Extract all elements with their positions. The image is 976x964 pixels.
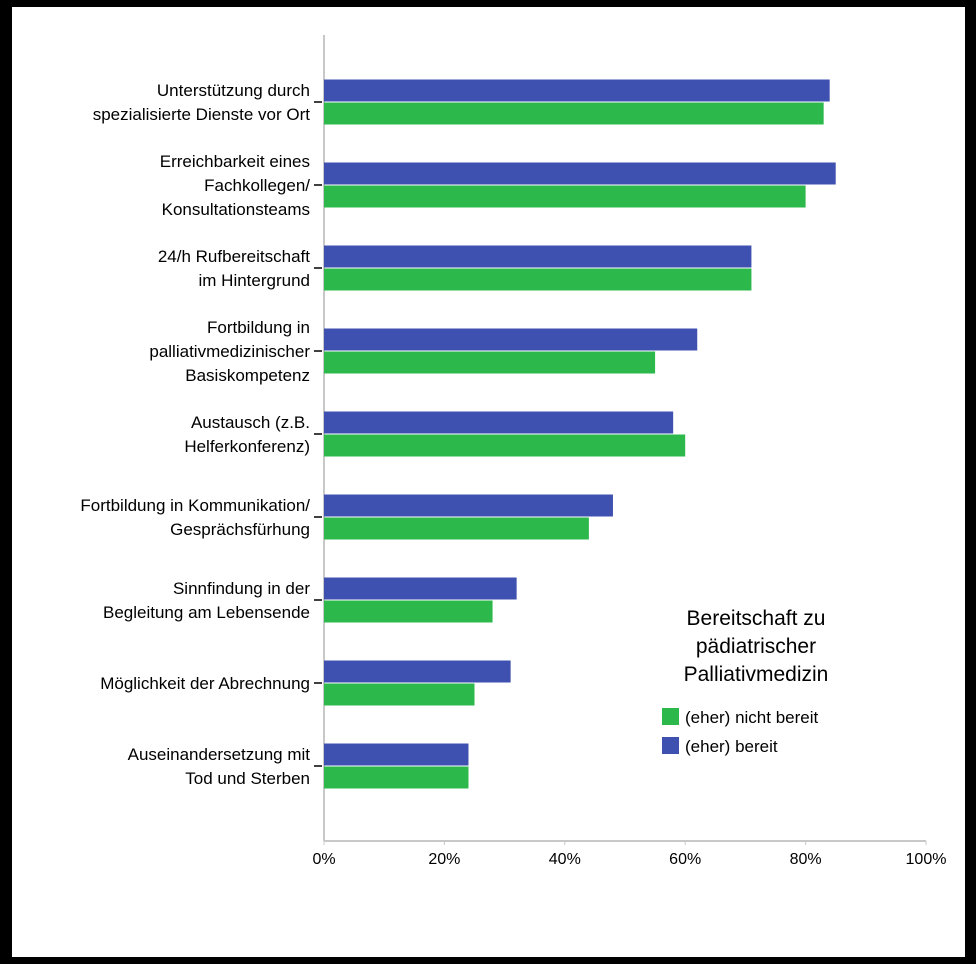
bar-bereit — [324, 411, 674, 434]
category-label: 24/h Rufbereitschaft — [158, 247, 310, 266]
bar-nicht-bereit — [324, 600, 493, 623]
legend-title: Palliativmedizin — [684, 663, 829, 686]
bar-nicht-bereit — [324, 517, 589, 540]
bar-bereit — [324, 743, 469, 766]
category-label: Helferkonferenz) — [184, 437, 310, 456]
category-label: Tod und Sterben — [185, 769, 310, 788]
category-label: Möglichkeit der Abrechnung — [100, 674, 310, 693]
category-label: im Hintergrund — [199, 271, 311, 290]
category-label: Begleitung am Lebensende — [103, 603, 310, 622]
legend-title: Bereitschaft zu — [687, 607, 826, 630]
category-label: Erreichbarkeit eines — [160, 152, 310, 171]
category-label: Konsultationsteams — [162, 200, 310, 219]
legend-title: pädiatrischer — [696, 635, 816, 658]
legend-label: (eher) nicht bereit — [685, 708, 819, 727]
bar-nicht-bereit — [324, 683, 475, 706]
category-label: palliativmedizinischer — [149, 342, 310, 361]
category-label: Austausch (z.B. — [191, 413, 310, 432]
category-label: Fachkollegen/ — [204, 176, 310, 195]
x-tick-label: 20% — [428, 851, 460, 868]
category-label: spezialisierte Dienste vor Ort — [93, 105, 311, 124]
x-tick-label: 100% — [906, 851, 947, 868]
bar-bereit — [324, 162, 836, 185]
x-tick-label: 0% — [312, 851, 335, 868]
category-label: Fortbildung in — [207, 318, 310, 337]
category-label: Sinnfindung in der — [173, 579, 310, 598]
bar-nicht-bereit — [324, 102, 824, 125]
bar-bereit — [324, 660, 511, 683]
bar-nicht-bereit — [324, 766, 469, 789]
legend-swatch — [662, 708, 679, 725]
chart-canvas: 0% 20% 40% 60% 80% 100% Unterstützung durch spe… — [12, 7, 965, 957]
bar-bereit — [324, 577, 517, 600]
bar-nicht-bereit — [324, 268, 752, 291]
category-label: Auseinandersetzung mit — [128, 745, 311, 764]
bar-nicht-bereit — [324, 351, 656, 374]
category-label: Fortbildung in Kommunikation/ — [80, 496, 310, 515]
x-tick-label: 80% — [790, 851, 822, 868]
bar-chart: 0% 20% 40% 60% 80% 100% Unterstützung durch spe… — [80, 35, 947, 868]
bar-nicht-bereit — [324, 185, 806, 208]
legend-label: (eher) bereit — [685, 737, 778, 756]
bar-bereit — [324, 79, 830, 102]
bar-nicht-bereit — [324, 434, 686, 457]
category-label: Unterstützung durch — [157, 81, 310, 100]
category-label: Gesprächsfürhung — [170, 520, 310, 539]
x-tick-label: 40% — [549, 851, 581, 868]
x-tick-label: 60% — [669, 851, 701, 868]
category-label: Basiskompetenz — [185, 366, 310, 385]
bar-bereit — [324, 245, 752, 268]
legend-swatch — [662, 737, 679, 754]
bar-bereit — [324, 494, 613, 517]
bar-bereit — [324, 328, 698, 351]
